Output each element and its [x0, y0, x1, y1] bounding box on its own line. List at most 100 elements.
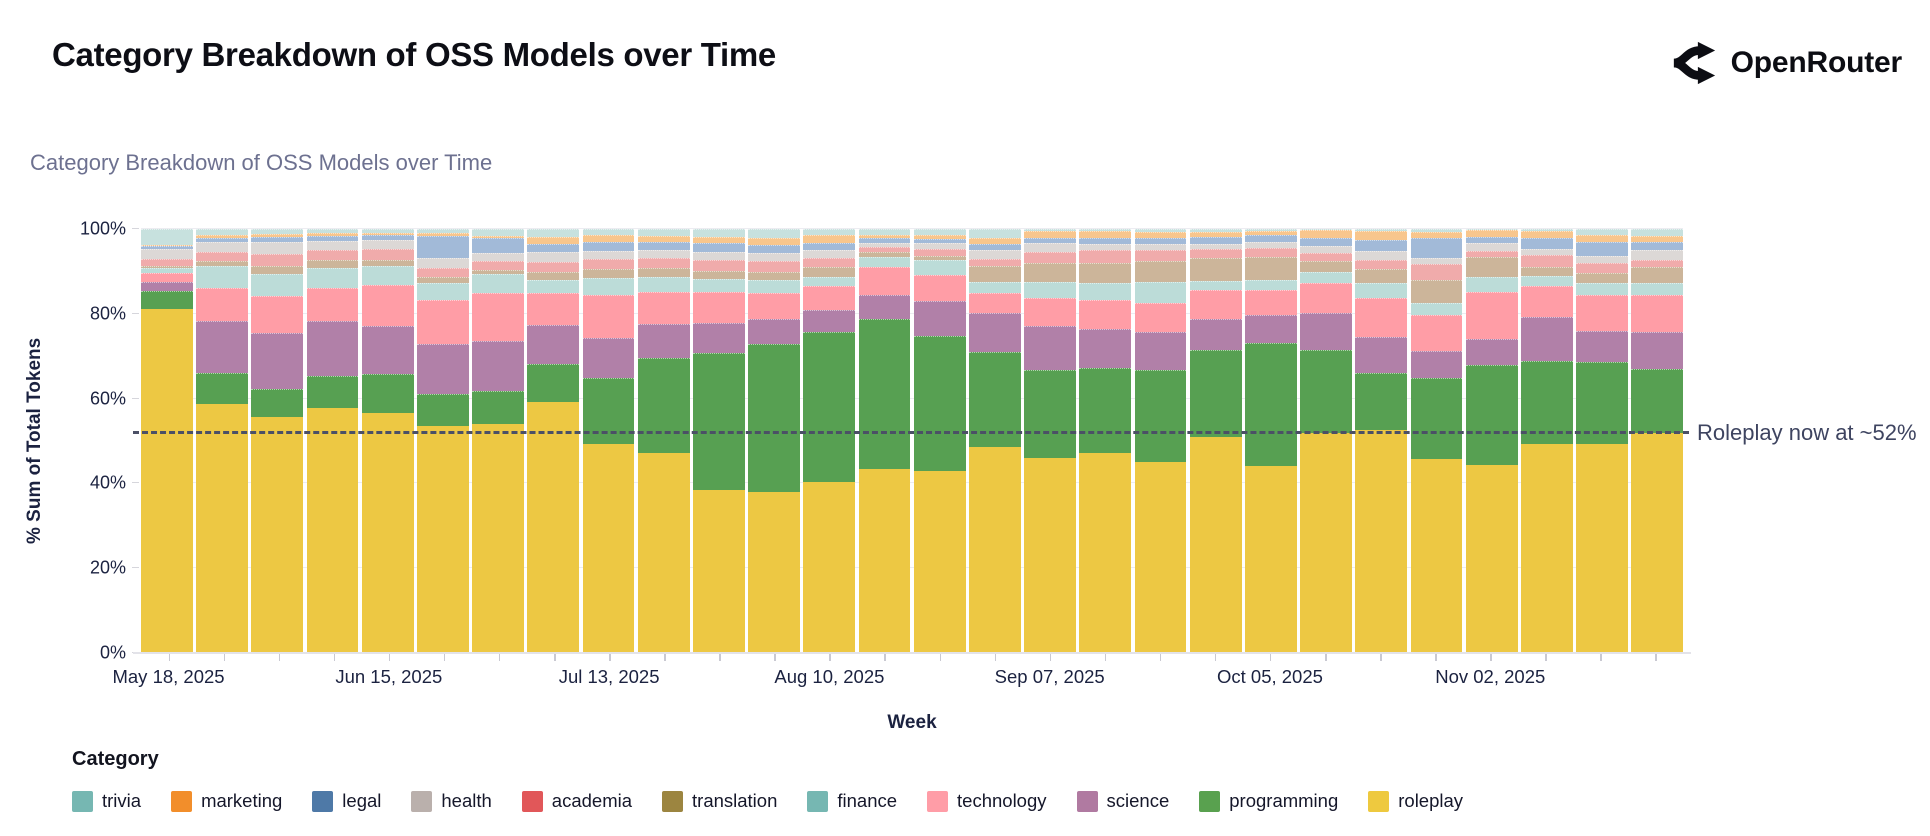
bar-segment-roleplay[interactable]: [582, 444, 635, 653]
bar-segment-finance[interactable]: [1300, 271, 1352, 284]
legend-item-trivia[interactable]: trivia: [72, 790, 141, 812]
bar-segment-technology[interactable]: [1134, 302, 1187, 332]
bar-segment-trivia[interactable]: [748, 229, 800, 238]
bar-segment-legal[interactable]: [803, 242, 856, 251]
bar-segment-technology[interactable]: [1355, 298, 1408, 337]
bar-week-4[interactable]: [306, 229, 359, 653]
bar-segment-health[interactable]: [693, 251, 745, 260]
openrouter-logo[interactable]: OpenRouter: [1672, 40, 1902, 86]
bar-segment-marketing[interactable]: [1024, 230, 1076, 238]
bar-week-16[interactable]: [969, 229, 1021, 653]
bar-segment-marketing[interactable]: [361, 233, 414, 236]
bar-segment-translation[interactable]: [141, 265, 193, 268]
bar-segment-translation[interactable]: [1245, 257, 1297, 281]
bar-week-19[interactable]: [1134, 229, 1187, 653]
bar-segment-trivia[interactable]: [1576, 229, 1628, 235]
bar-segment-science[interactable]: [1355, 336, 1408, 373]
bar-segment-technology[interactable]: [1576, 295, 1628, 331]
bar-segment-marketing[interactable]: [637, 236, 690, 242]
bar-segment-academia[interactable]: [693, 260, 745, 271]
bar-segment-academia[interactable]: [472, 261, 524, 270]
bar-segment-academia[interactable]: [141, 258, 193, 266]
bar-segment-health[interactable]: [1355, 251, 1408, 261]
bar-segment-translation[interactable]: [306, 260, 359, 269]
bar-week-12[interactable]: [748, 229, 800, 653]
bar-segment-finance[interactable]: [1134, 281, 1187, 303]
bar-week-9[interactable]: [582, 229, 635, 653]
bar-segment-programming[interactable]: [251, 388, 304, 417]
bar-segment-technology[interactable]: [251, 295, 304, 333]
bar-segment-translation[interactable]: [417, 276, 469, 284]
bar-segment-legal[interactable]: [1465, 236, 1518, 244]
bar-segment-trivia[interactable]: [637, 229, 690, 237]
bar-segment-trivia[interactable]: [1465, 229, 1518, 231]
bar-segment-technology[interactable]: [417, 299, 469, 344]
bar-segment-finance[interactable]: [1245, 280, 1297, 291]
bar-week-5[interactable]: [361, 229, 414, 653]
bar-segment-marketing[interactable]: [582, 235, 635, 243]
bar-segment-finance[interactable]: [1576, 283, 1628, 296]
bar-segment-roleplay[interactable]: [969, 446, 1021, 653]
bar-segment-roleplay[interactable]: [472, 424, 524, 653]
bar-segment-roleplay[interactable]: [693, 490, 745, 653]
legend-item-science[interactable]: science: [1076, 790, 1169, 812]
bar-segment-health[interactable]: [1576, 256, 1628, 264]
bar-segment-academia[interactable]: [196, 251, 248, 261]
bar-segment-legal[interactable]: [582, 242, 635, 252]
bar-segment-technology[interactable]: [472, 293, 524, 341]
bar-segment-marketing[interactable]: [803, 235, 856, 243]
bar-segment-legal[interactable]: [969, 243, 1021, 251]
bar-segment-trivia[interactable]: [472, 229, 524, 236]
bar-segment-marketing[interactable]: [472, 235, 524, 239]
bar-segment-technology[interactable]: [693, 291, 745, 324]
bar-segment-academia[interactable]: [1410, 264, 1463, 280]
bar-segment-technology[interactable]: [748, 292, 800, 320]
bar-segment-trivia[interactable]: [693, 229, 745, 237]
bar-segment-health[interactable]: [1079, 243, 1132, 251]
bar-segment-programming[interactable]: [1521, 360, 1573, 444]
bar-segment-academia[interactable]: [1189, 249, 1242, 258]
bar-segment-translation[interactable]: [693, 270, 745, 280]
bar-segment-legal[interactable]: [1631, 241, 1684, 251]
bar-segment-technology[interactable]: [858, 266, 911, 296]
bar-segment-health[interactable]: [361, 240, 414, 250]
bar-segment-science[interactable]: [1245, 315, 1297, 344]
bar-segment-academia[interactable]: [1079, 250, 1132, 263]
bar-segment-technology[interactable]: [913, 274, 966, 302]
bar-segment-science[interactable]: [251, 332, 304, 389]
bar-segment-technology[interactable]: [1024, 298, 1076, 326]
bar-segment-academia[interactable]: [748, 260, 800, 272]
bar-segment-translation[interactable]: [1521, 267, 1573, 277]
bar-segment-programming[interactable]: [1631, 368, 1684, 434]
bar-week-27[interactable]: [1576, 229, 1628, 653]
bar-segment-translation[interactable]: [582, 269, 635, 279]
bar-segment-health[interactable]: [1300, 246, 1352, 253]
bar-segment-legal[interactable]: [472, 238, 524, 253]
bar-segment-science[interactable]: [527, 324, 580, 364]
bar-segment-trivia[interactable]: [417, 229, 469, 234]
bar-segment-programming[interactable]: [417, 393, 469, 426]
bar-segment-finance[interactable]: [1355, 283, 1408, 299]
bar-segment-trivia[interactable]: [803, 229, 856, 236]
bar-segment-science[interactable]: [417, 343, 469, 394]
bar-segment-programming[interactable]: [1410, 378, 1463, 460]
bar-segment-trivia[interactable]: [1631, 229, 1684, 237]
bar-segment-technology[interactable]: [1521, 285, 1573, 318]
bar-segment-science[interactable]: [1576, 330, 1628, 362]
bar-segment-academia[interactable]: [251, 253, 304, 266]
bar-segment-academia[interactable]: [1355, 260, 1408, 270]
bar-segment-marketing[interactable]: [913, 235, 966, 239]
bar-segment-academia[interactable]: [527, 261, 580, 272]
bar-segment-technology[interactable]: [969, 293, 1021, 313]
bar-segment-health[interactable]: [1410, 257, 1463, 265]
bar-segment-translation[interactable]: [1410, 279, 1463, 303]
bar-segment-health[interactable]: [1245, 241, 1297, 249]
bar-segment-science[interactable]: [306, 321, 359, 377]
bar-segment-academia[interactable]: [1134, 250, 1187, 261]
bar-segment-finance[interactable]: [748, 279, 800, 293]
bar-segment-translation[interactable]: [196, 260, 248, 266]
bar-segment-legal[interactable]: [858, 238, 911, 243]
bar-segment-finance[interactable]: [1521, 276, 1573, 286]
bar-segment-finance[interactable]: [637, 276, 690, 292]
bar-segment-trivia[interactable]: [196, 229, 248, 236]
